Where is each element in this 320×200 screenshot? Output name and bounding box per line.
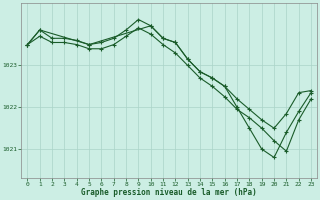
- X-axis label: Graphe pression niveau de la mer (hPa): Graphe pression niveau de la mer (hPa): [81, 188, 257, 197]
